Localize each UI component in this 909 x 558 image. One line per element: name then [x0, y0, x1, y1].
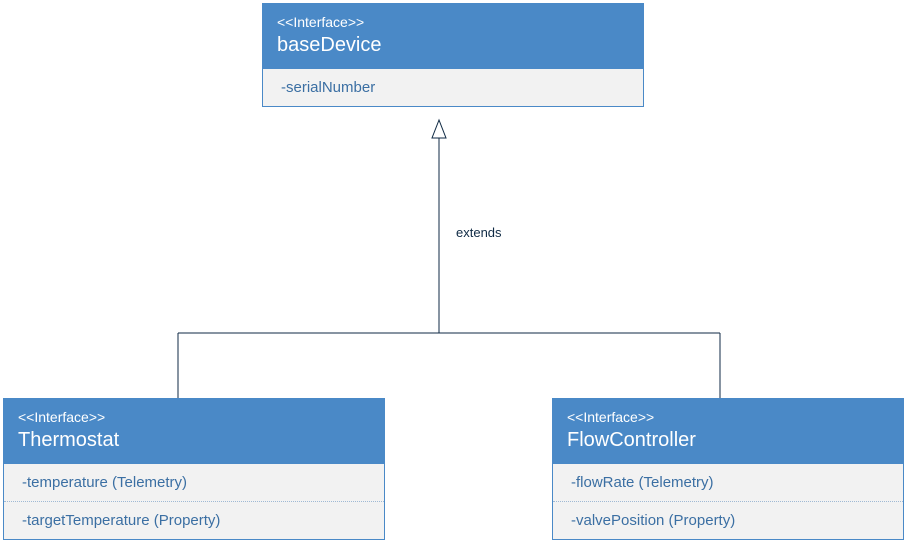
stereotype-label: <<Interface>>: [567, 409, 889, 425]
class-box-basedevice: <<Interface>> baseDevice -serialNumber: [262, 3, 644, 107]
class-body: -temperature (Telemetry) -targetTemperat…: [4, 464, 384, 539]
class-box-thermostat: <<Interface>> Thermostat -temperature (T…: [3, 398, 385, 540]
attribute-row: -serialNumber: [263, 69, 643, 106]
attribute-row: -flowRate (Telemetry): [553, 464, 903, 501]
stereotype-label: <<Interface>>: [277, 14, 629, 30]
class-name: FlowController: [567, 429, 889, 452]
class-name: baseDevice: [277, 34, 629, 57]
attribute-row: -temperature (Telemetry): [4, 464, 384, 501]
class-box-flowcontroller: <<Interface>> FlowController -flowRate (…: [552, 398, 904, 540]
edge-label-extends: extends: [456, 225, 502, 240]
class-body: -serialNumber: [263, 69, 643, 106]
attribute-row: -valvePosition (Property): [553, 501, 903, 539]
stereotype-label: <<Interface>>: [18, 409, 370, 425]
class-header: <<Interface>> Thermostat: [4, 399, 384, 464]
class-header: <<Interface>> FlowController: [553, 399, 903, 464]
class-body: -flowRate (Telemetry) -valvePosition (Pr…: [553, 464, 903, 539]
attribute-row: -targetTemperature (Property): [4, 501, 384, 539]
class-header: <<Interface>> baseDevice: [263, 4, 643, 69]
class-name: Thermostat: [18, 429, 370, 452]
